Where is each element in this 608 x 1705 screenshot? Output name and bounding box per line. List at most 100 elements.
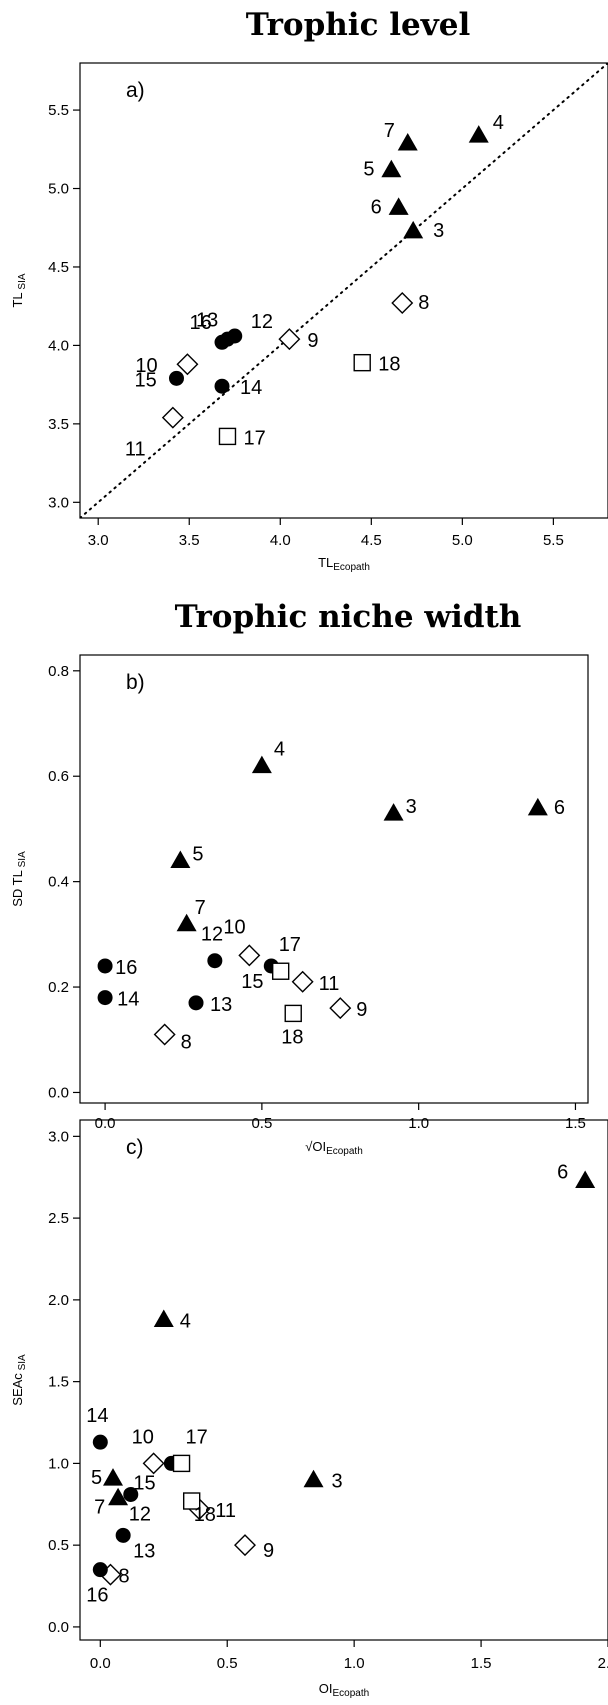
point-label-13: 13 [196, 309, 218, 331]
point-label-4: 4 [274, 739, 285, 761]
point-triangle-7 [108, 1487, 129, 1506]
y-axis-label: TL SIA [10, 273, 28, 307]
point-diamond-9 [329, 997, 352, 1020]
point-label-14: 14 [240, 377, 262, 399]
y-tick-label: 0.0 [48, 1619, 69, 1636]
point-triangle-4 [251, 755, 272, 774]
point-label-8: 8 [418, 292, 429, 314]
point-square-18 [353, 353, 371, 372]
point-circle-13 [188, 995, 204, 1011]
point-label-3: 3 [332, 1471, 343, 1493]
x-tick-label: 3.0 [88, 532, 109, 549]
point-triangle-4 [153, 1309, 174, 1327]
y-tick-label: 5.5 [48, 102, 69, 119]
point-label-7: 7 [195, 897, 206, 919]
point-triangle-7 [397, 133, 418, 151]
x-tick-label: 0.0 [90, 1655, 111, 1672]
panel-label: a) [126, 79, 145, 102]
point-label-15: 15 [133, 1472, 155, 1494]
point-circle-16 [92, 1562, 108, 1578]
point-label-9: 9 [307, 330, 318, 352]
point-label-11: 11 [215, 1500, 236, 1522]
point-triangle-6 [575, 1170, 596, 1189]
point-label-12: 12 [129, 1503, 151, 1525]
point-circle-13 [115, 1527, 131, 1543]
point-triangle-3 [383, 803, 404, 821]
plot-frame [79, 1119, 608, 1641]
x-axis-label: OIEcopath [319, 1681, 369, 1699]
point-circle-14 [214, 378, 230, 394]
y-tick-label: 2.0 [48, 1292, 69, 1309]
point-diamond-11 [291, 970, 314, 993]
y-tick-label: 3.5 [48, 416, 69, 433]
y-axis-label: SEAc SIA [10, 1354, 28, 1406]
point-circle-14 [92, 1434, 108, 1450]
point-label-17: 17 [186, 1426, 208, 1448]
one-to-one-line [80, 63, 608, 518]
point-circle-15 [168, 370, 184, 386]
point-triangle-5 [170, 850, 191, 869]
point-square-17 [172, 1454, 191, 1473]
point-label-9: 9 [263, 1540, 274, 1562]
point-triangle-4 [468, 125, 489, 143]
point-label-6: 6 [557, 1162, 568, 1184]
y-tick-label: 3.0 [48, 494, 69, 511]
point-label-10: 10 [223, 916, 245, 938]
y-tick-label: 4.5 [48, 259, 69, 276]
point-label-5: 5 [91, 1467, 102, 1489]
point-label-13: 13 [133, 1540, 155, 1562]
point-label-8: 8 [181, 1031, 192, 1053]
point-triangle-3 [403, 220, 424, 239]
point-square-18 [182, 1492, 201, 1510]
point-label-12: 12 [201, 924, 223, 946]
x-tick-label: 1.0 [344, 1655, 365, 1672]
x-axis-label: √OIEcopath [305, 1139, 363, 1157]
x-tick-label: 1.0 [408, 1115, 429, 1132]
point-label-18: 18 [378, 354, 400, 376]
point-diamond-11 [161, 406, 184, 429]
chart-title: Trophic niche width [175, 599, 522, 635]
point-label-18: 18 [281, 1026, 303, 1048]
panel-label: b) [126, 671, 145, 694]
point-diamond-10 [238, 944, 261, 967]
y-tick-label: 0.2 [48, 979, 69, 996]
point-triangle-6 [527, 797, 548, 816]
chart-panel-3: 0.0 0.5 1.0 1.5 2.0 0.0 0.5 1.0 1.5 2.0 2.5 3.0 OIEc… [10, 1119, 608, 1699]
point-square-18 [284, 1004, 302, 1023]
point-diamond-9 [278, 328, 301, 351]
point-label-4: 4 [493, 112, 504, 134]
y-axis-label: SD TL SIA [10, 851, 28, 907]
point-label-3: 3 [406, 796, 417, 818]
point-label-16: 16 [115, 957, 137, 979]
y-tick-label: 5.0 [48, 181, 69, 198]
point-diamond-10 [176, 353, 199, 376]
point-triangle-7 [176, 913, 197, 932]
plot-frame [79, 62, 608, 519]
point-triangle-6 [388, 197, 409, 215]
point-circle-16 [219, 331, 235, 347]
point-label-6: 6 [371, 196, 382, 218]
y-tick-label: 0.5 [48, 1537, 69, 1554]
point-label-12: 12 [251, 311, 273, 333]
point-label-3: 3 [433, 220, 444, 242]
point-label-17: 17 [243, 427, 265, 449]
point-label-8: 8 [118, 1566, 129, 1588]
point-label-15: 15 [134, 369, 156, 391]
point-label-16: 16 [189, 312, 211, 334]
x-tick-label: 3.5 [179, 532, 200, 549]
y-tick-label: 4.0 [48, 337, 69, 354]
x-tick-label: 4.5 [361, 532, 382, 549]
point-label-11: 11 [319, 973, 340, 995]
point-label-5: 5 [192, 844, 203, 866]
point-label-11: 11 [125, 439, 146, 461]
y-tick-label: 1.0 [48, 1455, 69, 1472]
point-label-9: 9 [356, 999, 367, 1021]
x-axis-label: TLEcopath [318, 555, 370, 573]
x-tick-label: 5.0 [452, 532, 473, 549]
point-label-4: 4 [180, 1310, 191, 1332]
x-tick-label: 0.5 [251, 1115, 272, 1132]
point-label-7: 7 [384, 120, 395, 142]
point-label-16: 16 [86, 1585, 108, 1607]
point-label-15: 15 [241, 971, 263, 993]
